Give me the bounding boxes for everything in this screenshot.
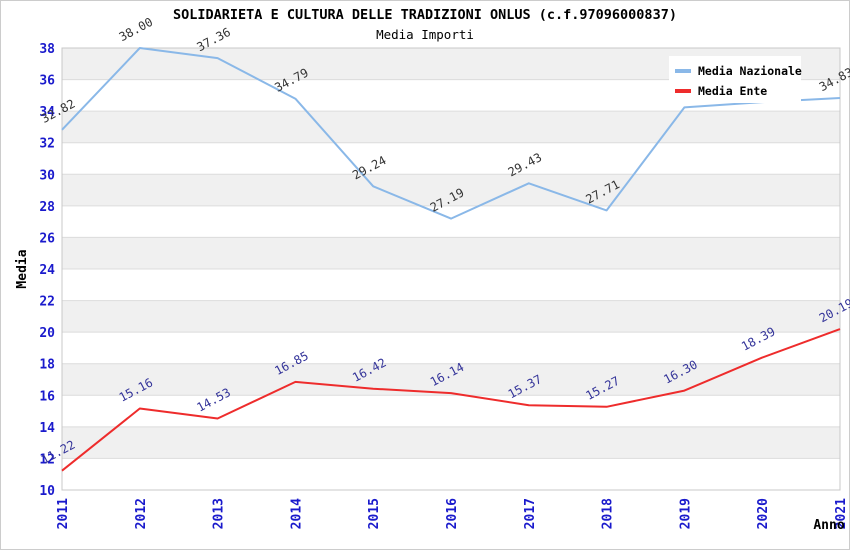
x-tick-label: 2013 — [212, 498, 227, 529]
y-tick-label: 28 — [39, 200, 55, 215]
point-value-label: 38.00 — [117, 15, 155, 44]
x-axis-title: Anno — [813, 518, 844, 533]
y-tick-label: 32 — [39, 137, 55, 152]
chart-title: SOLIDARIETA E CULTURA DELLE TRADIZIONI O… — [173, 7, 677, 23]
legend: Media Nazionale Media Ente — [669, 56, 802, 103]
y-axis-tick-labels: 10 12 14 16 18 20 22 24 26 28 30 32 34 36 38 — [39, 42, 55, 499]
y-tick-label: 20 — [39, 326, 55, 341]
x-tick-label: 2011 — [56, 498, 71, 529]
y-tick-label: 22 — [39, 295, 55, 310]
x-tick-label: 2012 — [134, 498, 149, 529]
y-tick-label: 10 — [39, 484, 55, 499]
y-tick-label: 14 — [39, 421, 55, 436]
series-line — [61, 328, 841, 472]
y-tick-label: 36 — [39, 74, 55, 89]
x-tick-label: 2021 — [834, 498, 849, 529]
legend-swatch-media-nazionale-icon — [675, 69, 691, 73]
plot-bands — [62, 48, 840, 459]
y-tick-label: 24 — [39, 263, 55, 278]
legend-swatch-media-ente-icon — [675, 89, 691, 93]
x-tick-label: 2016 — [445, 498, 460, 529]
y-tick-label: 16 — [39, 389, 55, 404]
x-tick-label: 2019 — [678, 498, 693, 529]
x-tick-label: 2018 — [601, 498, 616, 529]
y-tick-label: 12 — [39, 452, 55, 467]
legend-label-media-nazionale: Media Nazionale — [698, 64, 802, 78]
x-tick-label: 2014 — [289, 498, 304, 529]
gridlines — [62, 79, 840, 459]
y-tick-label: 18 — [39, 358, 55, 373]
legend-label-media-ente: Media Ente — [698, 84, 768, 98]
x-axis-tick-labels: 2011 2012 2013 2014 2015 2016 2017 2018 2019 2020… — [56, 498, 849, 529]
x-tick-label: 2020 — [756, 498, 771, 529]
legend-item-media-ente: Media Ente — [675, 81, 801, 101]
plot-border — [61, 47, 841, 491]
y-tick-label: 30 — [39, 168, 55, 183]
chart-subtitle: Media Importi — [376, 27, 474, 42]
y-tick-label: 26 — [39, 231, 55, 246]
legend-item-media-nazionale: Media Nazionale — [675, 61, 802, 81]
y-tick-label: 34 — [39, 105, 55, 120]
series-line — [61, 47, 841, 220]
x-tick-label: 2017 — [523, 498, 538, 529]
y-tick-label: 38 — [39, 42, 55, 57]
x-tick-label: 2015 — [367, 498, 382, 529]
y-axis-title: Media — [15, 249, 30, 288]
